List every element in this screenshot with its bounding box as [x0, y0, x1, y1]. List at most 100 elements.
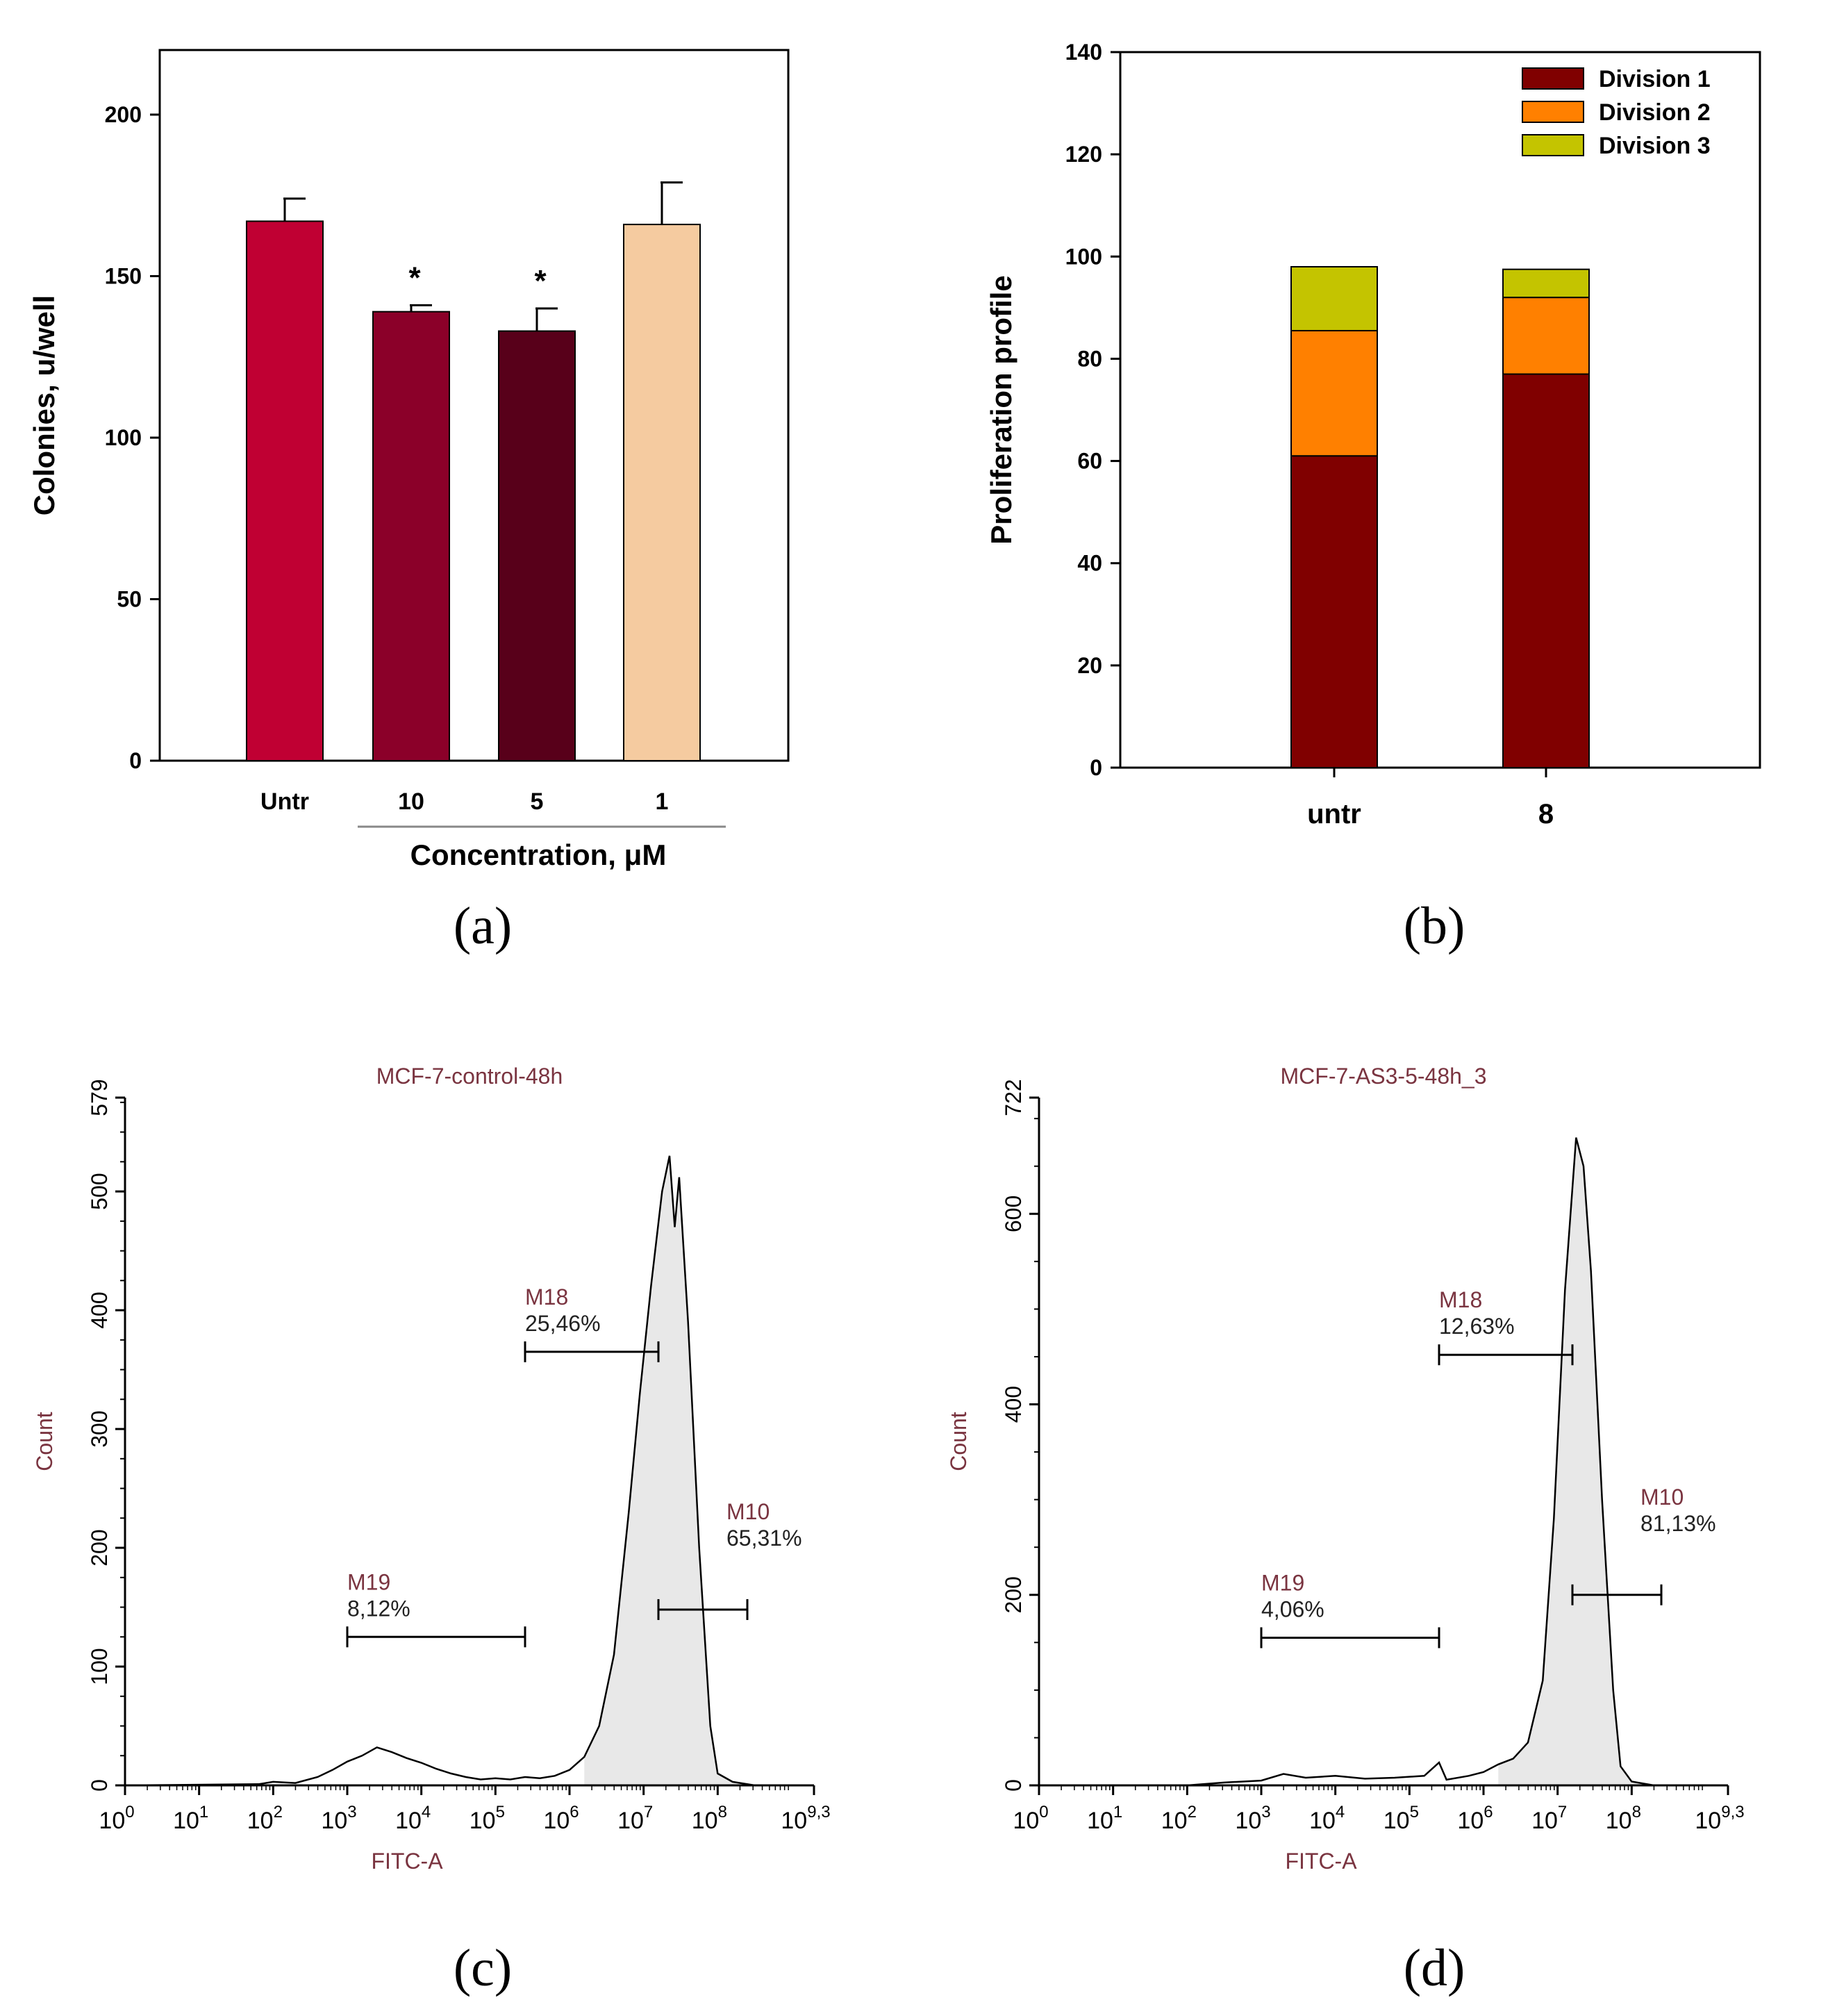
marker-percent: 25,46% — [525, 1311, 601, 1336]
histogram-curve — [124, 1155, 755, 1787]
y-tick-label: 100 — [1065, 244, 1102, 269]
x-tick-exponent: 9,3 — [807, 1803, 830, 1821]
y-tick-label: 20 — [1077, 653, 1102, 678]
x-tick-exponent: 8 — [1632, 1803, 1641, 1821]
panel-label-d: (d) — [1403, 1939, 1465, 1997]
x-tick-exponent: 4 — [422, 1803, 431, 1821]
marker-name: M10 — [1640, 1485, 1684, 1510]
legend-swatch — [1522, 67, 1584, 90]
marker-name: M19 — [347, 1569, 390, 1594]
histogram-title: MCF-7-AS3-5-48h_3 — [1281, 1064, 1487, 1089]
y-tick-label: 300 — [87, 1410, 112, 1447]
x-tick-label: 8 — [1538, 799, 1554, 829]
y-tick-label: 722 — [1001, 1079, 1026, 1116]
x-tick-exponent: 9,3 — [1721, 1803, 1744, 1821]
marker-name: M18 — [525, 1284, 568, 1309]
x-tick-exponent: 6 — [570, 1803, 579, 1821]
x-tick-label: 107 — [617, 1803, 653, 1834]
bar — [623, 224, 701, 762]
marker-percent: 12,63% — [1439, 1314, 1515, 1339]
plot-frame — [1119, 51, 1761, 769]
x-tick-exponent: 2 — [1188, 1803, 1197, 1821]
x-tick-label: 101 — [1087, 1803, 1122, 1834]
marker-percent: 4,06% — [1261, 1596, 1324, 1621]
x-tick-label: 103 — [1235, 1803, 1270, 1834]
x-tick-exponent: 0 — [1039, 1803, 1048, 1821]
legend-label: Division 1 — [1599, 66, 1711, 92]
y-tick-label: 200 — [105, 102, 142, 127]
x-tick-label: 108 — [1606, 1803, 1641, 1834]
marker-percent: 65,31% — [726, 1526, 802, 1551]
marker-name: M19 — [1261, 1570, 1304, 1595]
y-axis-label: Count — [946, 1412, 971, 1471]
y-axis-label: Count — [32, 1412, 57, 1471]
bar — [372, 311, 450, 761]
x-tick-label: untr — [1307, 799, 1361, 829]
marker-name: M10 — [726, 1499, 770, 1524]
x-tick-exponent: 1 — [199, 1803, 208, 1821]
y-tick-label: 0 — [1001, 1779, 1026, 1792]
significance-star: * — [534, 264, 547, 298]
x-tick-label: 100 — [99, 1803, 134, 1834]
y-tick-label: 80 — [1077, 346, 1102, 371]
histogram-curve — [1039, 1137, 1654, 1787]
x-tick-label: 104 — [395, 1803, 431, 1834]
legend-swatch — [1522, 134, 1584, 156]
stacked-bar-chart-proliferation: 0 20 40 60 80 100 120 140 untr 8 Division 1 Divisio… — [985, 40, 1761, 829]
stacked-bar-segment — [1502, 268, 1590, 299]
x-tick-label: 10 — [398, 788, 424, 815]
legend-swatch — [1522, 101, 1584, 123]
x-tick-label: 101 — [173, 1803, 208, 1834]
x-tick-exponent: 2 — [274, 1803, 283, 1821]
x-tick-exponent: 3 — [1261, 1803, 1270, 1821]
x-axis-label: FITC-A — [371, 1849, 443, 1874]
y-tick-label: 50 — [117, 587, 142, 612]
x-tick-exponent: 8 — [718, 1803, 727, 1821]
y-axis-label: Colonies, u/well — [28, 295, 60, 515]
x-tick-label: 109,3 — [781, 1803, 830, 1834]
y-tick-label: 0 — [129, 748, 142, 773]
histogram-fill — [1498, 1137, 1654, 1785]
y-tick-label: 400 — [87, 1291, 112, 1328]
stacked-bar-segment — [1502, 373, 1590, 768]
x-tick-label: 5 — [531, 788, 544, 815]
legend-label: Division 3 — [1599, 133, 1711, 159]
y-tick-label: 40 — [1077, 551, 1102, 576]
y-tick-label: 200 — [1001, 1576, 1026, 1613]
marker-percent: 8,12% — [347, 1596, 410, 1621]
x-tick-label: Untr — [260, 788, 309, 815]
x-tick-label: 107 — [1531, 1803, 1567, 1834]
x-tick-exponent: 3 — [347, 1803, 356, 1821]
y-tick-label: 100 — [105, 425, 142, 450]
y-tick-label: 600 — [1001, 1196, 1026, 1232]
x-tick-exponent: 7 — [1558, 1803, 1567, 1821]
legend-label: Division 2 — [1599, 99, 1711, 126]
x-tick-exponent: 0 — [125, 1803, 134, 1821]
x-axis-label: FITC-A — [1285, 1849, 1357, 1874]
panel-label-c: (c) — [453, 1939, 513, 1997]
significance-star: * — [408, 261, 421, 295]
x-tick-label: 1 — [656, 788, 669, 815]
marker-percent: 81,13% — [1640, 1511, 1716, 1536]
y-tick-label: 500 — [87, 1173, 112, 1209]
x-tick-exponent: 5 — [1410, 1803, 1419, 1821]
x-tick-label: 103 — [321, 1803, 356, 1834]
x-tick-exponent: 4 — [1336, 1803, 1345, 1821]
x-tick-exponent: 7 — [644, 1803, 653, 1821]
x-axis-label: Concentration, μM — [410, 838, 667, 871]
y-tick-label: 579 — [87, 1079, 112, 1116]
y-axis-label: Proliferation profile — [985, 275, 1017, 544]
x-tick-label: 105 — [1384, 1803, 1419, 1834]
bar — [246, 220, 324, 761]
panel-label-b: (b) — [1403, 897, 1465, 955]
x-tick-label: 106 — [543, 1803, 579, 1834]
x-tick-label: 104 — [1309, 1803, 1345, 1834]
x-tick-label: 106 — [1457, 1803, 1493, 1834]
stacked-bar-segment — [1502, 297, 1590, 375]
x-tick-label: 102 — [1161, 1803, 1197, 1834]
y-tick-label: 400 — [1001, 1386, 1026, 1423]
x-tick-label: 102 — [247, 1803, 283, 1834]
bar-chart-colonies: 0 50 100 150 200 Untr * 10 * 5 1 Concentration, μM C… — [28, 49, 790, 871]
